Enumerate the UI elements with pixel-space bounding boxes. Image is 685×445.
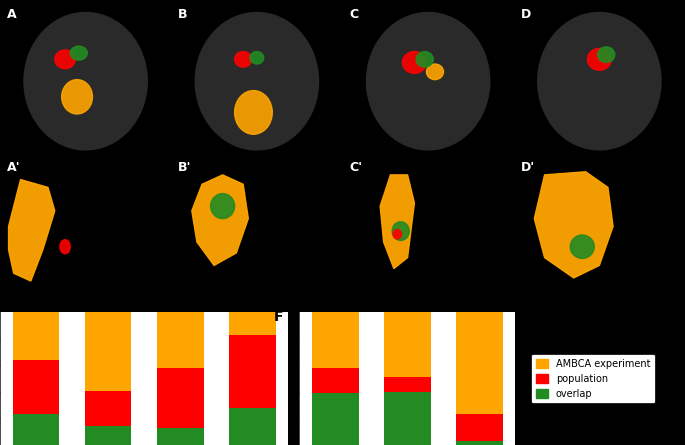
Bar (384, 377, 431, 392)
Text: B': B' (178, 161, 192, 174)
Bar (229, 408, 275, 445)
Bar (12, 360, 60, 414)
Bar (157, 312, 203, 368)
Bar (229, 312, 275, 335)
Polygon shape (380, 175, 414, 269)
Bar (384, 392, 431, 445)
Ellipse shape (24, 12, 147, 150)
Bar (229, 335, 275, 408)
Bar (312, 393, 359, 445)
Ellipse shape (210, 194, 234, 218)
Bar (12, 312, 60, 360)
Text: F: F (273, 310, 283, 324)
Bar (312, 368, 359, 393)
Ellipse shape (234, 52, 252, 67)
Bar (456, 441, 503, 445)
Text: D': D' (521, 161, 535, 174)
Bar (157, 428, 203, 445)
Bar (312, 312, 359, 368)
Bar (85, 426, 132, 445)
Ellipse shape (71, 46, 88, 60)
Ellipse shape (55, 50, 75, 69)
Ellipse shape (588, 49, 611, 70)
Ellipse shape (250, 52, 264, 64)
Text: C: C (349, 8, 358, 21)
Ellipse shape (570, 235, 594, 259)
Text: C': C' (349, 161, 362, 174)
Text: D: D (521, 8, 531, 21)
Polygon shape (534, 172, 613, 278)
Ellipse shape (366, 12, 490, 150)
Text: A: A (7, 8, 16, 21)
Ellipse shape (195, 12, 319, 150)
Text: B: B (178, 8, 188, 21)
Ellipse shape (393, 230, 401, 239)
Ellipse shape (62, 80, 92, 114)
Ellipse shape (426, 64, 444, 80)
Ellipse shape (416, 52, 433, 67)
Polygon shape (8, 180, 55, 281)
Bar (85, 312, 132, 391)
Ellipse shape (60, 240, 71, 254)
Bar (456, 312, 503, 414)
Ellipse shape (234, 91, 272, 134)
Bar (85, 391, 132, 426)
Ellipse shape (538, 12, 661, 150)
Bar (456, 414, 503, 441)
Bar (384, 312, 431, 377)
Legend: AMBCA experiment, population, overlap: AMBCA experiment, population, overlap (532, 354, 655, 403)
Polygon shape (192, 175, 248, 265)
Bar (157, 368, 203, 428)
Text: A': A' (7, 161, 21, 174)
Ellipse shape (402, 52, 426, 73)
Bar (12, 414, 60, 445)
Ellipse shape (392, 222, 410, 240)
Ellipse shape (597, 47, 615, 62)
